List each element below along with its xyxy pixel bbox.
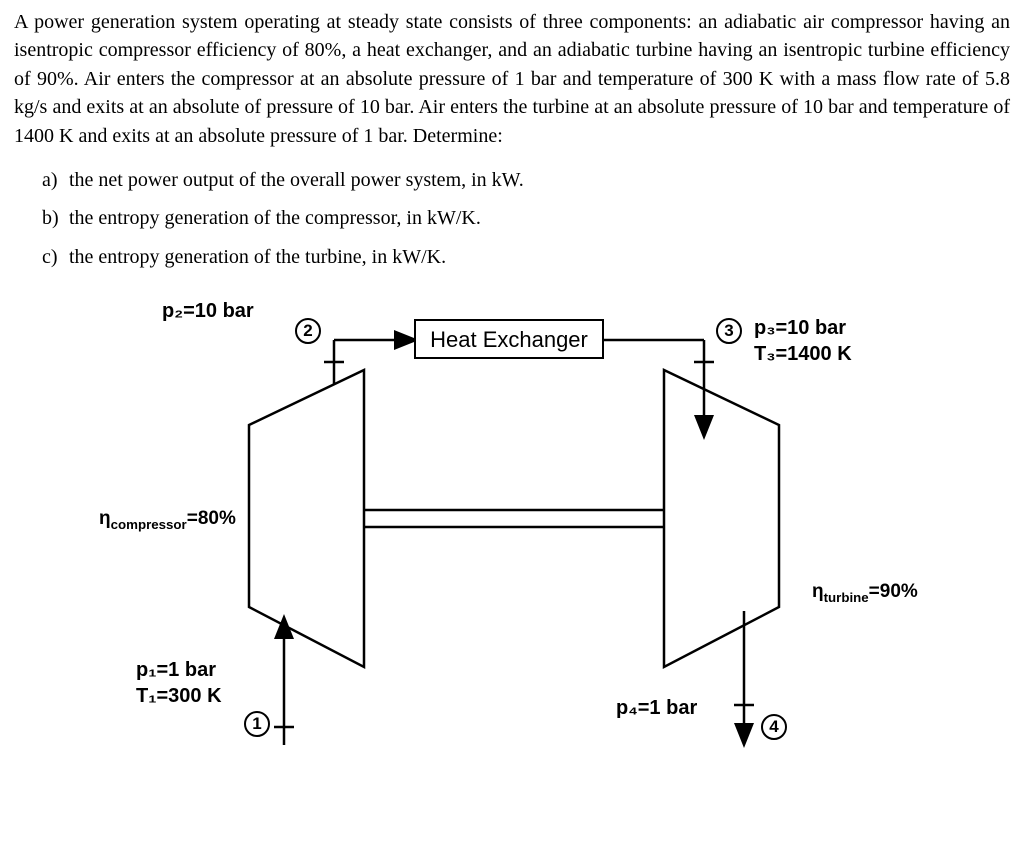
eta-turbine-label: ηturbine=90% [812, 580, 918, 606]
state2-label: p₂=10 bar [162, 298, 254, 324]
problem-statement: A power generation system operating at s… [14, 8, 1010, 150]
question-a: a) the net power output of the overall p… [42, 166, 1010, 194]
compressor-shape [249, 370, 364, 667]
question-list: a) the net power output of the overall p… [42, 166, 1010, 271]
p2-text: p₂=10 bar [162, 300, 254, 322]
p1-text: p₁=1 bar [136, 657, 222, 683]
question-c: c) the entropy generation of the turbine… [42, 243, 1010, 271]
node-3: 3 [716, 318, 742, 344]
question-text: the entropy generation of the compressor… [69, 207, 481, 229]
p3-text: p₃=10 bar [754, 315, 852, 341]
t1-text: T₁=300 K [136, 683, 222, 709]
question-letter: b) [42, 204, 64, 232]
node-4: 4 [761, 714, 787, 740]
t3-text: T₃=1400 K [754, 341, 852, 367]
heat-exchanger-box: Heat Exchanger [414, 319, 604, 359]
question-letter: c) [42, 243, 64, 271]
state3-label: p₃=10 bar T₃=1400 K [754, 315, 852, 367]
node-1: 1 [244, 711, 270, 737]
node-2: 2 [295, 318, 321, 344]
question-text: the net power output of the overall powe… [69, 169, 524, 191]
p4-text: p₄=1 bar [616, 697, 697, 719]
state4-label: p₄=1 bar [616, 695, 697, 721]
state1-label: p₁=1 bar T₁=300 K [136, 657, 222, 709]
turbine-shape [664, 370, 779, 667]
question-text: the entropy generation of the turbine, i… [69, 246, 446, 268]
question-letter: a) [42, 166, 64, 194]
heat-exchanger-label: Heat Exchanger [430, 324, 588, 355]
system-diagram: Heat Exchanger 2 3 1 4 p₂=10 bar p₃=10 b… [44, 295, 984, 765]
eta-compressor-label: ηcompressor=80% [99, 507, 236, 533]
question-b: b) the entropy generation of the compres… [42, 204, 1010, 232]
